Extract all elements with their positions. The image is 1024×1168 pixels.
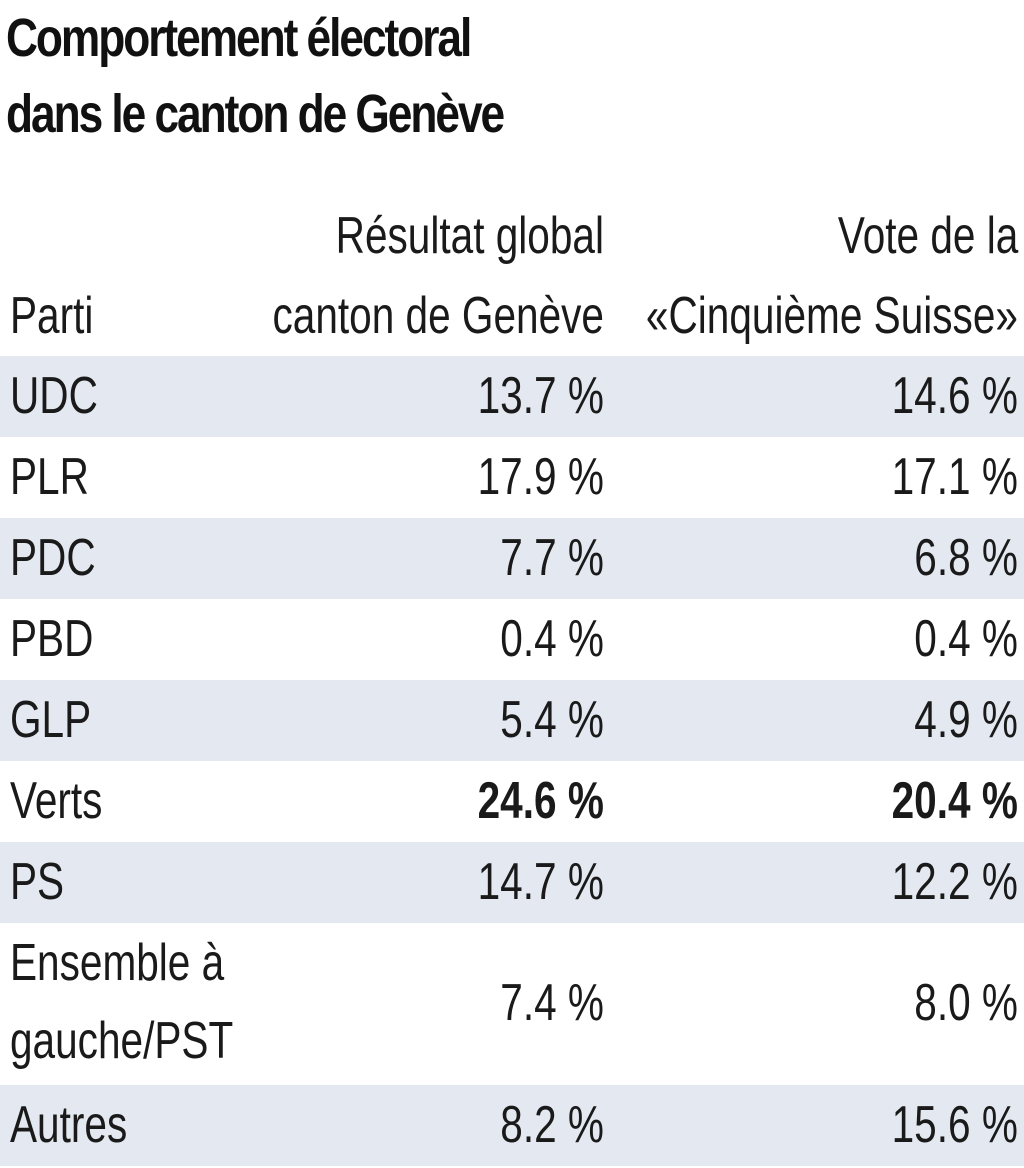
table-row-pdc: PDC 7.7 % 6.8 %: [0, 518, 1024, 599]
abroad-value: 8.0 %: [914, 974, 1018, 1032]
table-row-ps: PS 14.7 % 12.2 %: [0, 842, 1024, 923]
header-geneva-line-2: canton de Genève: [272, 287, 605, 345]
party-label: Verts: [10, 772, 103, 830]
party-label: PBD: [10, 610, 94, 668]
geneva-value-highlight: 24.6 %: [477, 772, 604, 830]
geneva-value: 5.4 %: [500, 691, 604, 749]
geneva-value: 7.4 %: [500, 974, 604, 1032]
abroad-value: 6.8 %: [914, 529, 1018, 587]
header-geneva-line-1: Résultat global: [335, 207, 604, 265]
party-label-line-2: gauche/PST: [10, 1012, 234, 1070]
party-label: PDC: [10, 529, 96, 587]
party-label: GLP: [10, 691, 92, 749]
table-row-udc: UDC 13.7 % 14.6 %: [0, 356, 1024, 437]
party-label-line-1: Ensemble à: [10, 934, 225, 992]
abroad-value-highlight: 20.4 %: [891, 772, 1018, 830]
table-row-pbd: PBD 0.4 % 0.4 %: [0, 599, 1024, 680]
geneva-value: 0.4 %: [500, 610, 604, 668]
table-header: Parti Résultat global canton de Genève V…: [0, 196, 1024, 356]
abroad-value: 12.2 %: [891, 853, 1018, 911]
title-line-1: Comportement électoral: [6, 8, 472, 68]
results-table: Parti Résultat global canton de Genève V…: [0, 196, 1024, 1166]
abroad-value: 0.4 %: [914, 610, 1018, 668]
abroad-value: 14.6 %: [891, 367, 1018, 425]
abroad-value: 17.1 %: [891, 448, 1018, 506]
geneva-value: 7.7 %: [500, 529, 604, 587]
table-row-verts: Verts 24.6 % 20.4 %: [0, 761, 1024, 842]
geneva-value: 13.7 %: [477, 367, 604, 425]
table-row-autres: Autres 8.2 % 15.6 %: [0, 1085, 1024, 1166]
table-row-ensemble-a-gauche: Ensemble à gauche/PST 7.4 % 8.0 %: [0, 923, 1024, 1085]
header-abroad-line-2: «Cinquième Suisse»: [645, 287, 1018, 345]
abroad-value: 4.9 %: [914, 691, 1018, 749]
table-row-glp: GLP 5.4 % 4.9 %: [0, 680, 1024, 761]
party-label: PLR: [10, 448, 89, 506]
chart-title: Comportement électoral dans le canton de…: [6, 0, 1016, 152]
geneva-value: 14.7 %: [477, 853, 604, 911]
party-label: PS: [10, 853, 65, 911]
title-line-2: dans le canton de Genève: [6, 84, 505, 144]
geneva-value: 17.9 %: [477, 448, 604, 506]
party-label: UDC: [10, 367, 98, 425]
header-party: Parti: [10, 287, 94, 345]
party-label: Autres: [10, 1096, 128, 1154]
header-abroad-line-1: Vote de la: [837, 207, 1018, 265]
table-row-plr: PLR 17.9 % 17.1 %: [0, 437, 1024, 518]
abroad-value: 15.6 %: [891, 1096, 1018, 1154]
geneva-value: 8.2 %: [500, 1096, 604, 1154]
